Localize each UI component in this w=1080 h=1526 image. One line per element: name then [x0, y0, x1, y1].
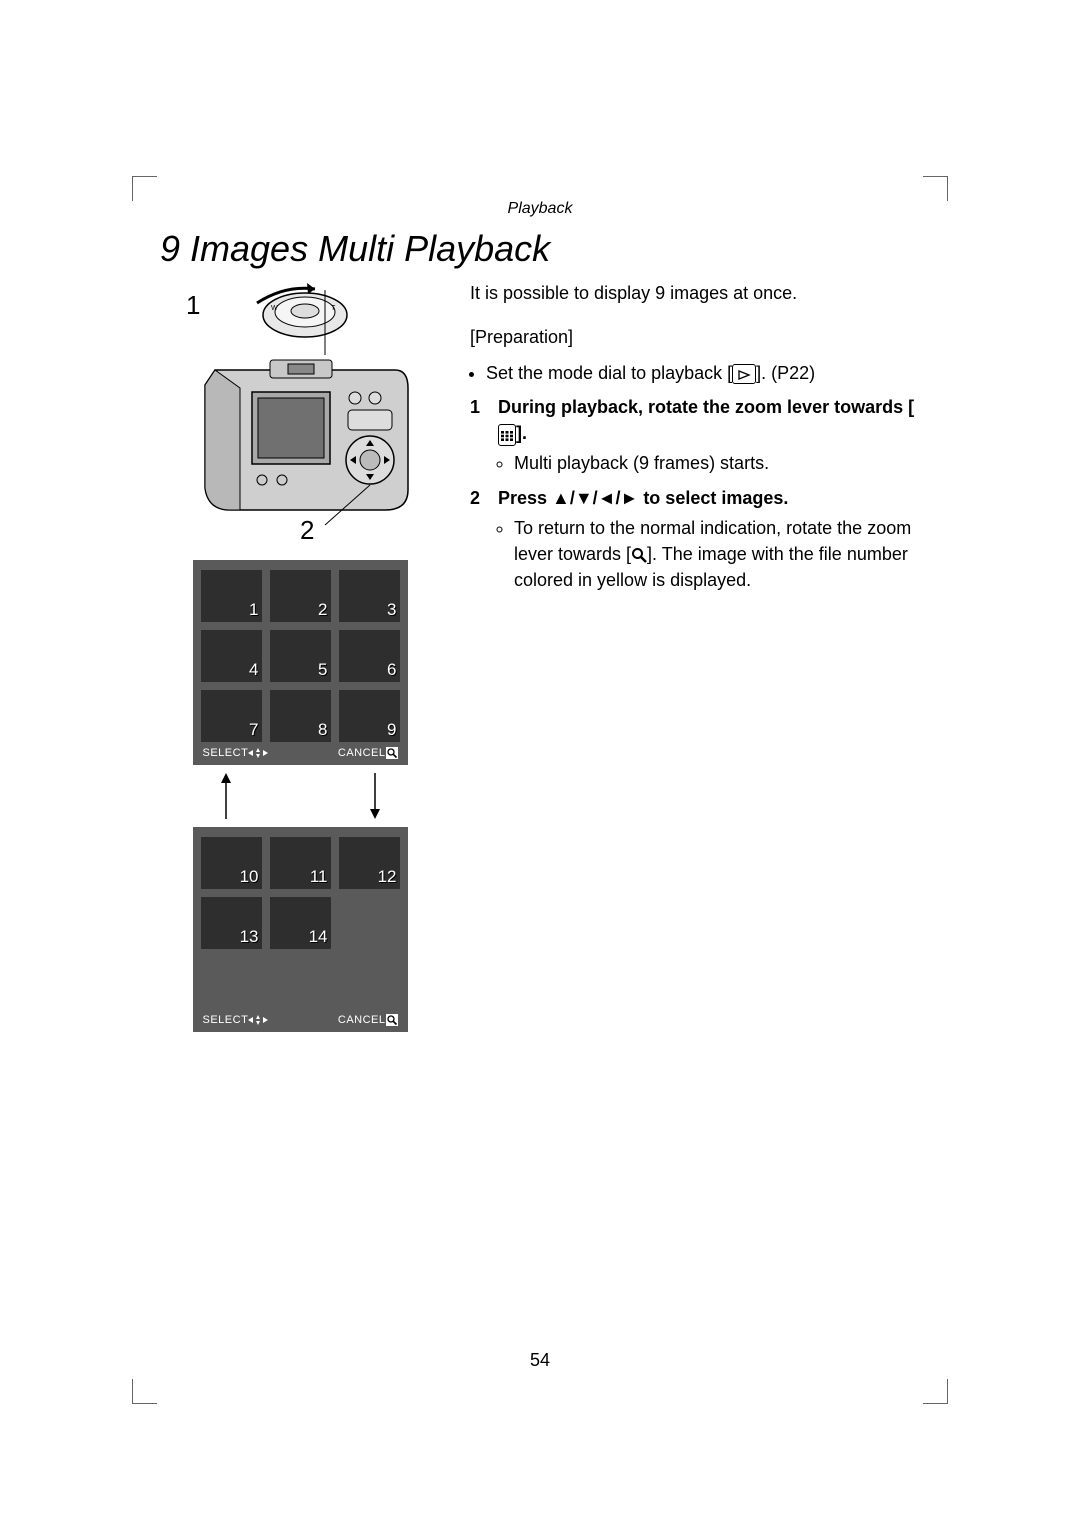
crop-mark-tr — [923, 176, 948, 201]
callout-1: 1 — [186, 290, 200, 321]
grid-1-cells: 1 2 3 4 5 6 7 8 9 — [201, 570, 400, 742]
select-label: SELECT — [203, 1014, 273, 1026]
thumb-cell: 7 — [201, 690, 262, 742]
step-1-bullet: Multi playback (9 frames) starts. — [514, 450, 920, 476]
select-arrows-icon — [248, 748, 272, 758]
prep-bullet: Set the mode dial to playback []. (P22) — [486, 360, 920, 386]
thumb-cell: 4 — [201, 630, 262, 682]
text-column: It is possible to display 9 images at on… — [470, 280, 920, 1032]
thumb-cell-empty — [339, 957, 400, 1009]
crop-mark-tl — [132, 176, 157, 201]
thumb-cell: 5 — [270, 630, 331, 682]
intro-text: It is possible to display 9 images at on… — [470, 280, 920, 306]
scroll-arrows — [193, 773, 408, 819]
thumb-cell: 8 — [270, 690, 331, 742]
multi-playback-screen-1: 1 2 3 4 5 6 7 8 9 SELECT CANCEL — [193, 560, 408, 765]
thumb-cell: 3 — [339, 570, 400, 622]
camera-illustration: 1 W T — [180, 280, 420, 540]
magnifier-icon — [631, 547, 647, 563]
section-label: Playback — [160, 200, 920, 218]
page-title: 9 Images Multi Playback — [160, 228, 920, 270]
select-arrows-icon — [248, 1015, 272, 1025]
thumb-cell-empty — [270, 957, 331, 1009]
multi-playback-screen-2: 10 11 12 13 14 SELECT CANCEL — [193, 827, 408, 1032]
step-2-title: Press ▲/▼/◄/► to select images. — [498, 488, 788, 508]
thumb-cell-empty — [339, 897, 400, 949]
step-1-title: During playback, rotate the zoom lever t… — [498, 397, 914, 443]
prep-list: Set the mode dial to playback []. (P22) — [470, 360, 920, 386]
thumb-cell: 6 — [339, 630, 400, 682]
arrow-up-icon — [218, 773, 234, 819]
page-number: 54 — [0, 1350, 1080, 1371]
grid-2-cells: 10 11 12 13 14 — [201, 837, 400, 1009]
content-columns: 1 W T — [160, 280, 920, 1032]
thumb-cell: 14 — [270, 897, 331, 949]
thumb-cell: 9 — [339, 690, 400, 742]
thumb-cell: 11 — [270, 837, 331, 889]
grid-icon — [498, 424, 516, 446]
cancel-label: CANCEL — [338, 1014, 398, 1026]
playback-icon — [732, 364, 756, 384]
steps-list: 1 During playback, rotate the zoom lever… — [470, 394, 920, 593]
cancel-label: CANCEL — [338, 747, 398, 759]
screen-footer-1: SELECT CANCEL — [201, 742, 400, 765]
step-2: 2 Press ▲/▼/◄/► to select images. To ret… — [470, 485, 920, 593]
illustration-column: 1 W T — [160, 280, 440, 1032]
crop-mark-br — [923, 1379, 948, 1404]
arrow-down-icon — [367, 773, 383, 819]
thumb-cell: 12 — [339, 837, 400, 889]
preparation-label: [Preparation] — [470, 324, 920, 350]
thumb-cell: 13 — [201, 897, 262, 949]
thumb-cell-empty — [201, 957, 262, 1009]
thumb-cell: 10 — [201, 837, 262, 889]
step-1: 1 During playback, rotate the zoom lever… — [470, 394, 920, 476]
svg-text:T: T — [331, 305, 336, 312]
magnifier-icon — [386, 1014, 398, 1026]
manual-page: Playback 9 Images Multi Playback 1 W T — [0, 0, 1080, 1526]
thumb-cell: 2 — [270, 570, 331, 622]
thumb-cell: 1 — [201, 570, 262, 622]
camera-svg: W T — [180, 280, 420, 540]
svg-text:W: W — [271, 305, 278, 312]
callout-2: 2 — [300, 515, 314, 546]
select-label: SELECT — [203, 747, 273, 759]
crop-mark-bl — [132, 1379, 157, 1404]
magnifier-icon — [386, 747, 398, 759]
screen-footer-2: SELECT CANCEL — [201, 1009, 400, 1032]
step-2-bullet: To return to the normal indication, rota… — [514, 515, 920, 593]
